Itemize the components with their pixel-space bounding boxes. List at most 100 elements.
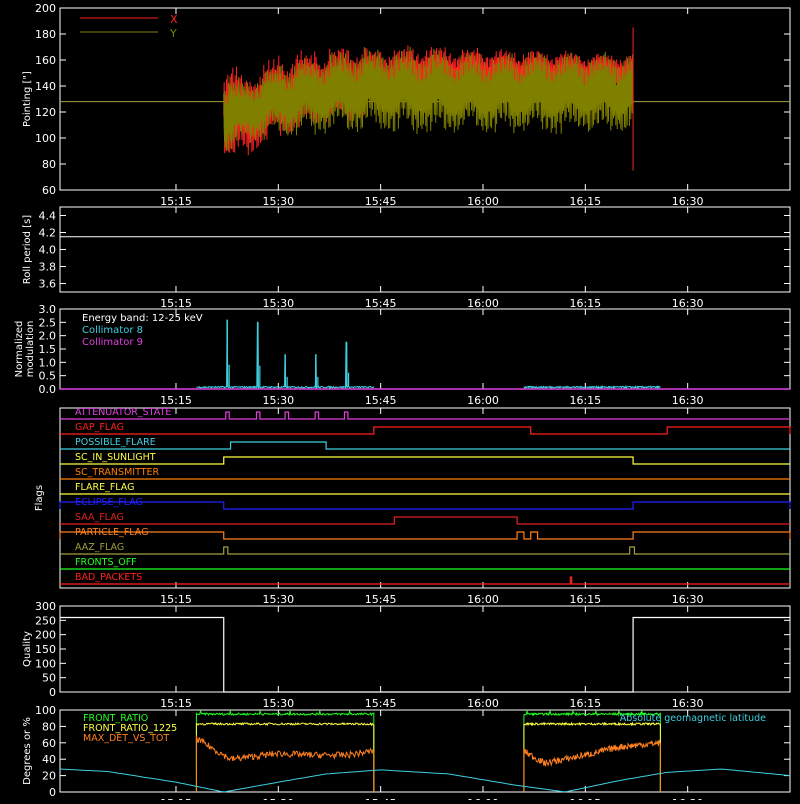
series-max_det_vs_tot-segment: [195, 735, 375, 793]
x-tick-label: 16:15: [569, 593, 601, 606]
series-max_det_vs_tot-segment: [523, 739, 661, 793]
flag-label-gap_flag: GAP_FLAG: [75, 422, 124, 433]
x-tick-label: 16:00: [467, 593, 499, 606]
panel-4: 15:15 15:30 15:45 16:00 16:15 16:30 Flags ATTEN…: [34, 407, 791, 606]
x-tick-label: 15:45: [365, 297, 397, 310]
y-tick-label: 80: [42, 158, 56, 171]
y-tick-label: 140: [35, 80, 56, 93]
flag-line-attenuator_state: [60, 411, 790, 420]
flag-label-sc_in_sunlight: SC_IN_SUNLIGHT: [75, 452, 156, 463]
y-tick-label: 1.0: [39, 356, 57, 369]
series-geomagnetic-latitude-line: [59, 768, 791, 793]
y-tick-label: 3.0: [39, 303, 57, 316]
y-tick-label: 60: [42, 184, 56, 197]
y-tick-label: 180: [35, 28, 56, 41]
legend-label-collimator-9: Collimator 9: [82, 337, 143, 348]
y-axis-label: Pointing ["]: [22, 71, 33, 127]
legend-label-X: X: [170, 13, 178, 26]
y-tick-label: 3.8: [39, 261, 57, 274]
y-tick-label: 100: [35, 704, 56, 717]
y-axis-label: Normalized: [14, 321, 25, 378]
legend-label-Y: Y: [169, 27, 177, 40]
flag-label-saa_flag: SAA_FLAG: [75, 512, 124, 523]
flag-line-aaz_flag: [60, 546, 790, 555]
x-tick-label: 15:45: [365, 697, 397, 710]
flag-label-bad_packets: BAD_PACKETS: [75, 572, 142, 583]
flag-label-sc_transmitter: SC_TRANSMITTER: [75, 467, 160, 478]
legend-title: Energy band: 12-25 keV: [82, 313, 203, 324]
x-tick-label: 15:15: [160, 195, 192, 208]
x-tick-label: 16:15: [569, 195, 601, 208]
y-tick-label: 200: [35, 629, 56, 642]
legend-label-collimator-8: Collimator 8: [82, 325, 143, 336]
y-tick-label: 50: [42, 672, 56, 685]
panel-5: 15:15 15:30 15:45 16:00 16:15 16:30 Quality 050…: [22, 600, 791, 710]
x-tick-label: 15:15: [160, 593, 192, 606]
flag-line-particle_flag: [59, 531, 791, 540]
y-tick-label: 20: [42, 770, 56, 783]
flag-label-eclipse_flag: ECLIPSE_FLAG: [75, 497, 143, 508]
x-tick-label: 15:30: [262, 593, 294, 606]
series-front_ratio_1225-segment: [195, 721, 375, 793]
flag-label-possible_flare: POSSIBLE_FLARE: [75, 437, 156, 448]
quality-line: [60, 616, 790, 693]
flag-label-flare_flag: FLARE_FLAG: [75, 482, 135, 493]
plot-frame: [59, 605, 791, 693]
x-tick-label: 16:00: [467, 394, 499, 407]
series-Y-line: [223, 46, 634, 151]
x-tick-label: 16:00: [467, 697, 499, 710]
y-tick-label: 100: [35, 132, 56, 145]
x-tick-label: 16:30: [672, 697, 704, 710]
flag-label-fronts_off: FRONTS_OFF: [75, 557, 137, 568]
y-tick-label: 60: [42, 737, 56, 750]
series-front_ratio_1225-segment: [523, 721, 661, 793]
legend-label-geomagnetic-latitude: Absolute geomagnetic latitude: [620, 713, 766, 724]
y-tick-label: 0.0: [39, 383, 57, 396]
plot-frame: [59, 407, 791, 589]
y-tick-label: 2.0: [39, 330, 57, 343]
y-tick-label: 100: [35, 657, 56, 670]
y-tick-label: 3.6: [39, 278, 57, 291]
x-tick-label: 16:15: [569, 297, 601, 310]
panel-3: 15:15 15:30 15:45 16:00 16:15 16:30 Normalized…: [14, 303, 791, 407]
y-axis-label: Degrees or %: [22, 717, 33, 785]
series-front_ratio-segment: [523, 710, 661, 793]
x-tick-label: 16:30: [672, 195, 704, 208]
x-tick-label: 16:15: [569, 697, 601, 710]
y-tick-label: 1.5: [39, 343, 57, 356]
x-tick-label: 15:30: [262, 195, 294, 208]
x-tick-label: 16:15: [569, 394, 601, 407]
x-tick-label: 15:15: [160, 297, 192, 310]
flag-label-attenuator_state: ATTENUATOR_STATE: [75, 407, 171, 418]
flag-line-saa_flag: [60, 516, 790, 525]
plot-frame: [59, 206, 791, 293]
y-tick-label: 40: [42, 753, 56, 766]
x-tick-label: 15:30: [262, 297, 294, 310]
y-tick-label: 0: [49, 786, 56, 799]
y-axis-label: Roll period [s]: [22, 215, 33, 284]
y-tick-label: 2.5: [39, 316, 57, 329]
y-tick-label: 80: [42, 720, 56, 733]
flag-line-possible_flare: [60, 441, 790, 450]
x-tick-label: 15:45: [365, 394, 397, 407]
y-tick-label: 120: [35, 106, 56, 119]
y-tick-label: 4.4: [39, 210, 57, 223]
x-tick-label: 16:30: [672, 593, 704, 606]
y-tick-label: 4.0: [39, 244, 57, 257]
y-tick-label: 300: [35, 600, 56, 613]
x-tick-label: 15:15: [160, 697, 192, 710]
y-tick-label: 250: [35, 614, 56, 627]
flag-line-eclipse_flag: [59, 501, 791, 510]
flag-line-gap_flag: [60, 426, 791, 435]
y-axis-label: Quality: [22, 631, 33, 667]
x-tick-label: 15:30: [262, 697, 294, 710]
legend-label-front-ratio-1225: FRONT_RATIO_1225: [83, 723, 177, 734]
y-tick-label: 0: [49, 686, 56, 699]
series-front_ratio-segment: [195, 708, 375, 793]
x-tick-label: 15:45: [365, 593, 397, 606]
flag-line-bad_packets: [60, 576, 790, 585]
flag-label-aaz_flag: AAZ_FLAG: [75, 542, 124, 553]
